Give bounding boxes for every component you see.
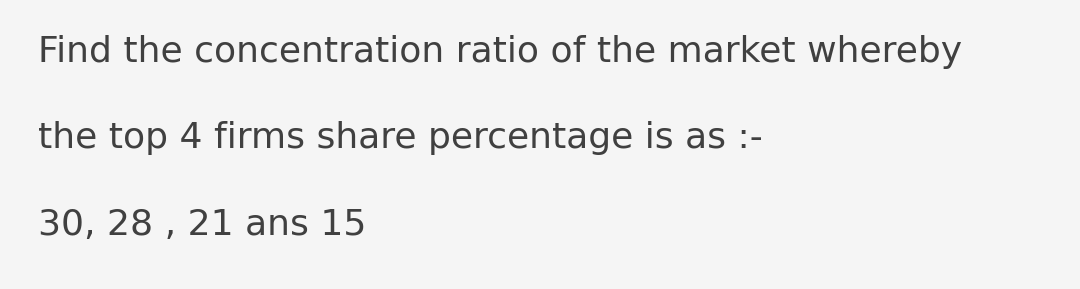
Text: 30, 28 , 21 ans 15: 30, 28 , 21 ans 15 bbox=[38, 208, 366, 242]
Text: the top 4 firms share percentage is as :-: the top 4 firms share percentage is as :… bbox=[38, 121, 762, 155]
Text: Find the concentration ratio of the market whereby: Find the concentration ratio of the mark… bbox=[38, 35, 962, 69]
